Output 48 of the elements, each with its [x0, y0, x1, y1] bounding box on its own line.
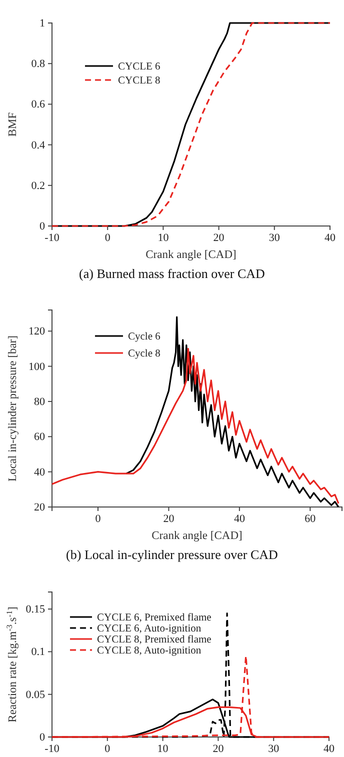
x-tick-label: 30 — [268, 742, 280, 755]
y-tick-label: 0.15 — [26, 604, 46, 616]
x-tick-label: -10 — [44, 232, 60, 244]
y-tick-label: 1 — [40, 18, 45, 30]
x-tick-label: 10 — [157, 742, 169, 755]
x-tick-label: 0 — [104, 232, 111, 244]
x-tick-label: 0 — [104, 742, 111, 755]
y-tick-label: 60 — [34, 431, 46, 444]
x-tick-label: 40 — [234, 512, 246, 525]
x-tick-label: 30 — [268, 232, 280, 244]
y-tick-label: 0.1 — [31, 646, 45, 658]
y-axis-title: Local in-cylinder pressure [bar] — [7, 336, 19, 482]
y-tick-label: 0.2 — [31, 180, 45, 192]
y-tick-label: 0.8 — [31, 58, 46, 70]
text: (b) Local in-cylinder pressure over CAD — [66, 547, 278, 562]
y-tick-label: 100 — [28, 360, 46, 373]
y-axis-title: BMF — [7, 112, 19, 137]
x-tick-label: 20 — [163, 512, 175, 525]
y-tick-label: 0.05 — [26, 688, 46, 701]
x-tick-label: -10 — [44, 742, 60, 755]
x-tick-label: 40 — [324, 232, 336, 244]
x-axis-title: Crank angle [CAD] — [146, 249, 236, 261]
x-tick-label: 40 — [324, 742, 335, 755]
legend-label: CYCLE 8 — [118, 76, 160, 86]
legend-label: CYCLE 8, Auto-ignition — [97, 646, 202, 656]
x-axis-title: Crank angle [CAD] — [152, 530, 242, 542]
y-tick-label: 0 — [40, 732, 46, 744]
x-tick-label: 0 — [95, 512, 102, 525]
y-tick-label: 0.4 — [31, 139, 46, 152]
text: (a) Burned mass fraction over CAD — [79, 266, 265, 281]
y-tick-label: 0 — [40, 220, 46, 233]
legend-label: Cycle 8 — [128, 348, 160, 360]
legend-label: CYCLE 6, Auto-ignition — [97, 624, 202, 634]
y-tick-label: 120 — [28, 326, 46, 338]
legend-label: CYCLE 6 — [118, 62, 160, 72]
line-series — [51, 348, 340, 504]
line-series — [125, 316, 340, 508]
x-tick-label: 10 — [158, 232, 170, 244]
y-tick-label: 40 — [34, 466, 46, 478]
legend-label: CYCLE 8, Premixed flame — [97, 634, 212, 646]
x-tick-label: 20 — [212, 742, 224, 755]
y-tick-label: 0.6 — [31, 98, 46, 111]
x-tick-label: 60 — [304, 512, 316, 525]
y-tick-label: 20 — [34, 502, 46, 514]
x-tick-label: 20 — [213, 232, 225, 244]
legend-label: CYCLE 6, Premixed flame — [97, 612, 212, 624]
y-tick-label: 80 — [34, 396, 46, 408]
legend-label: Cycle 6 — [128, 332, 160, 342]
